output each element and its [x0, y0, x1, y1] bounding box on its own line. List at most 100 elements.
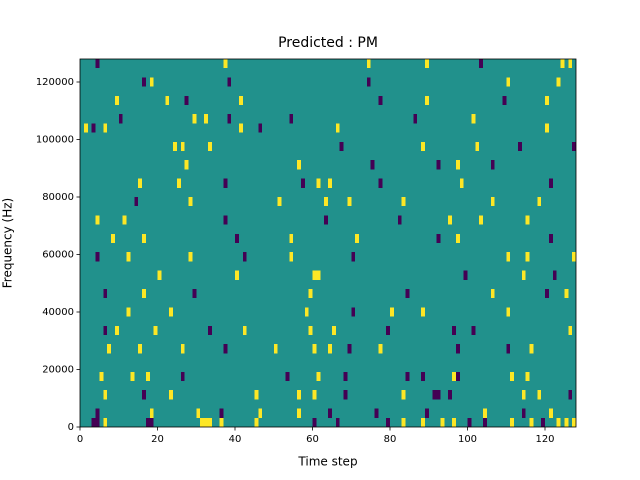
heatmap-cell: [421, 307, 425, 317]
heatmap-cell: [103, 325, 108, 335]
heatmap-cell: [107, 344, 111, 354]
heatmap-cell: [289, 252, 294, 262]
heatmap-cell: [207, 141, 212, 151]
heatmap-cell: [475, 141, 480, 151]
heatmap-cell: [289, 114, 294, 124]
heatmap-cell: [176, 178, 181, 188]
heatmap-cell: [103, 417, 108, 427]
heatmap-cell: [448, 390, 452, 400]
heatmap-cell: [149, 408, 154, 418]
heatmap-cell: [289, 233, 294, 243]
heatmap-cell: [568, 390, 573, 400]
heatmap-cell: [138, 344, 142, 354]
heatmap-cell: [95, 252, 100, 262]
heatmap-cell: [142, 233, 146, 243]
heatmap-cell: [142, 289, 146, 299]
heatmap-cell: [521, 408, 526, 418]
heatmap-cell: [374, 408, 379, 418]
heatmap-cell: [386, 417, 390, 427]
heatmap-cell: [510, 417, 514, 427]
heatmap-cell: [145, 371, 150, 381]
heatmap-cell: [142, 390, 146, 400]
heatmap-cell: [548, 233, 553, 243]
heatmap-cell: [157, 270, 162, 280]
heatmap-cell: [572, 141, 576, 151]
heatmap-cell: [424, 59, 429, 69]
heatmap-cell: [142, 77, 146, 87]
heatmap-cell: [219, 417, 224, 427]
heatmap-cell: [467, 417, 472, 427]
x-tick-label: 60: [306, 434, 319, 445]
heatmap-cell: [436, 233, 441, 243]
heatmap-cell: [366, 77, 371, 87]
x-tick-label: 100: [458, 434, 477, 445]
heatmap-cell: [304, 307, 309, 317]
heatmap-cell: [552, 270, 557, 280]
heatmap-cell: [312, 390, 317, 400]
heatmap-cell: [180, 141, 185, 151]
heatmap-cell: [452, 325, 456, 335]
heatmap-cell: [324, 215, 328, 225]
chart-title: Predicted : PM: [278, 35, 378, 51]
heatmap-cell: [95, 417, 100, 427]
heatmap-cell: [308, 289, 313, 299]
heatmap-cell: [502, 95, 507, 105]
heatmap-cell: [424, 408, 429, 418]
heatmap-cell: [238, 95, 243, 105]
heatmap-cell: [173, 141, 177, 151]
heatmap-cell: [556, 77, 561, 87]
heatmap-cell: [448, 215, 452, 225]
heatmap-cell: [149, 77, 154, 87]
heatmap-cell: [335, 123, 340, 133]
heatmap-cell: [169, 390, 173, 400]
heatmap-cell: [192, 289, 197, 299]
heatmap-cell: [297, 408, 301, 418]
heatmap-cell: [227, 114, 232, 124]
heatmap-cell: [455, 233, 460, 243]
heatmap-cell: [204, 114, 208, 124]
heatmap-cell: [347, 197, 352, 207]
heatmap-cell: [180, 371, 185, 381]
heatmap-cell: [207, 325, 212, 335]
heatmap-cell: [312, 344, 317, 354]
heatmap-cell: [432, 390, 437, 400]
heatmap-cell: [165, 95, 170, 105]
heatmap-cell: [200, 417, 204, 427]
heatmap-cell: [99, 371, 104, 381]
x-tick-label: 20: [151, 434, 164, 445]
y-tick-label: 60000: [42, 250, 74, 261]
heatmap-cell: [118, 114, 123, 124]
heatmap-cell: [95, 408, 100, 418]
heatmap-cell: [235, 233, 239, 243]
y-tick-label: 80000: [42, 192, 74, 203]
heatmap-cell: [378, 178, 383, 188]
heatmap-cell: [452, 371, 456, 381]
heatmap-cell: [351, 307, 356, 317]
heatmap-cell: [424, 95, 429, 105]
heatmap-cell: [525, 252, 530, 262]
heatmap-cell: [254, 390, 259, 400]
heatmap-cell: [103, 289, 108, 299]
heatmap-cell: [180, 344, 185, 354]
heatmap-cell: [316, 270, 321, 280]
heatmap-cell: [463, 270, 468, 280]
heatmap-cell: [343, 390, 348, 400]
heatmap-cell: [572, 252, 576, 262]
y-tick-label: 20000: [42, 365, 74, 376]
heatmap-cell: [114, 95, 119, 105]
heatmap-cell: [184, 160, 189, 170]
heatmap-cell: [196, 408, 201, 418]
heatmap-cell: [545, 123, 549, 133]
heatmap-cell: [440, 417, 445, 427]
heatmap-cell: [308, 325, 313, 335]
heatmap-cell: [138, 178, 142, 188]
heatmap-cell: [455, 160, 460, 170]
heatmap-cell: [347, 344, 352, 354]
y-tick-label: 120000: [36, 77, 74, 88]
plot-frame: [79, 58, 577, 428]
y-tick-label: 40000: [42, 307, 74, 318]
heatmap-cell: [91, 417, 96, 427]
heatmap-cell: [258, 123, 263, 133]
heatmap-cell: [328, 344, 332, 354]
heatmap-cell: [548, 178, 553, 188]
